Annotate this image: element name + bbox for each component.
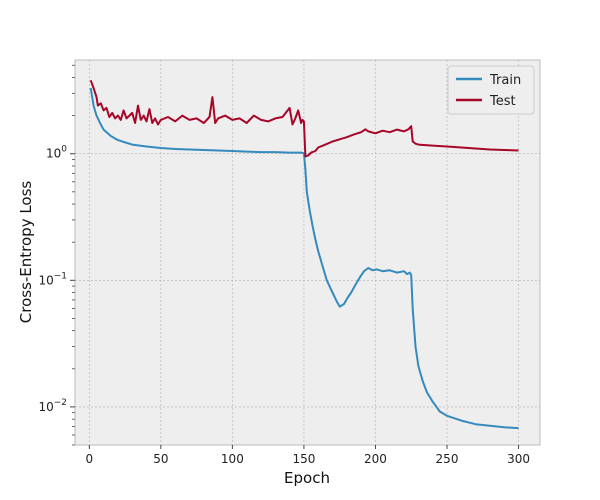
x-axis-title: Epoch	[284, 469, 330, 487]
x-tick-label: 250	[436, 452, 459, 466]
series-line-test	[89, 79, 519, 158]
plot-background	[74, 59, 541, 446]
legend: Train Test	[447, 65, 535, 115]
y-tick-label: 10−1	[38, 271, 67, 287]
y-tick-label: 10−2	[38, 398, 67, 414]
y-axis-title: Cross-Entropy Loss	[17, 181, 35, 324]
grid-lines	[75, 60, 540, 445]
x-tick-label: 50	[153, 452, 168, 466]
axes-group: 0 50 100 150 200 250 300 100 10−1 10−2	[38, 64, 530, 466]
x-tick-label: 200	[364, 452, 387, 466]
x-tick-label: 300	[507, 452, 530, 466]
y-tick-label: 100	[46, 145, 67, 161]
series-group	[89, 79, 519, 430]
series-line-train	[89, 87, 519, 430]
x-tick-label: 100	[221, 452, 244, 466]
legend-label-train: Train	[489, 73, 521, 88]
legend-label-test: Test	[489, 94, 516, 109]
x-tick-label: 0	[85, 452, 93, 466]
x-tick-label: 150	[292, 452, 315, 466]
